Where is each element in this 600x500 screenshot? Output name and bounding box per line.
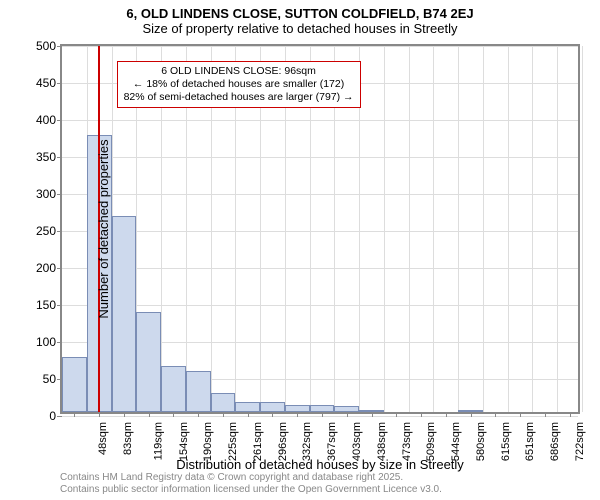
gridline-v: [409, 46, 410, 412]
x-axis-label: Distribution of detached houses by size …: [176, 457, 464, 472]
gridline-h: [62, 231, 578, 232]
x-tick-mark: [495, 412, 496, 417]
histogram-bar: [161, 366, 186, 412]
x-tick-label: 580sqm: [475, 422, 487, 461]
histogram-chart: 05010015020025030035040045050048sqm83sqm…: [60, 44, 580, 414]
x-tick-mark: [124, 412, 125, 417]
histogram-bar: [235, 402, 260, 412]
gridline-v: [433, 46, 434, 412]
footer-line-2: Contains public sector information licen…: [60, 484, 442, 496]
x-tick-mark: [347, 412, 348, 417]
gridline-v: [508, 46, 509, 412]
chart-subtitle: Size of property relative to detached ho…: [0, 21, 600, 40]
x-tick-label: 544sqm: [450, 422, 462, 461]
x-tick-label: 261sqm: [252, 422, 264, 461]
x-tick-label: 83sqm: [122, 422, 134, 455]
x-tick-mark: [99, 412, 100, 417]
x-tick-label: 332sqm: [302, 422, 314, 461]
x-tick-label: 438sqm: [376, 422, 388, 461]
x-tick-mark: [223, 412, 224, 417]
x-tick-label: 403sqm: [351, 422, 363, 461]
x-tick-mark: [248, 412, 249, 417]
footer-line-1: Contains HM Land Registry data © Crown c…: [60, 472, 442, 484]
x-tick-mark: [74, 412, 75, 417]
x-tick-label: 722sqm: [574, 422, 586, 461]
histogram-bar: [285, 405, 310, 412]
annotation-line-3: 82% of semi-detached houses are larger (…: [124, 91, 354, 104]
gridline-h: [62, 305, 578, 306]
y-tick-mark: [57, 46, 62, 47]
y-tick-mark: [57, 157, 62, 158]
x-tick-label: 686sqm: [549, 422, 561, 461]
x-tick-label: 615sqm: [500, 422, 512, 461]
x-tick-mark: [545, 412, 546, 417]
y-tick-mark: [57, 194, 62, 195]
histogram-bar: [260, 402, 285, 412]
gridline-v: [582, 46, 583, 412]
x-tick-label: 225sqm: [227, 422, 239, 461]
x-tick-mark: [421, 412, 422, 417]
y-tick-mark: [57, 268, 62, 269]
x-tick-mark: [149, 412, 150, 417]
y-tick-mark: [57, 416, 62, 417]
x-tick-mark: [471, 412, 472, 417]
annotation-box: 6 OLD LINDENS CLOSE: 96sqm← 18% of detac…: [117, 61, 361, 108]
histogram-bar: [186, 371, 211, 412]
gridline-v: [483, 46, 484, 412]
plot-area: 05010015020025030035040045050048sqm83sqm…: [62, 46, 578, 412]
y-tick-mark: [57, 305, 62, 306]
histogram-bar: [211, 393, 236, 412]
x-tick-label: 509sqm: [425, 422, 437, 461]
x-tick-label: 154sqm: [178, 422, 190, 461]
y-axis-label: Number of detached properties: [96, 139, 111, 318]
y-tick-mark: [57, 231, 62, 232]
x-tick-mark: [446, 412, 447, 417]
x-tick-label: 119sqm: [152, 422, 164, 460]
annotation-line-1: 6 OLD LINDENS CLOSE: 96sqm: [124, 65, 354, 78]
x-tick-mark: [173, 412, 174, 417]
chart-title: 6, OLD LINDENS CLOSE, SUTTON COLDFIELD, …: [0, 0, 600, 21]
histogram-bar: [136, 312, 161, 412]
gridline-v: [458, 46, 459, 412]
histogram-bar: [62, 357, 87, 413]
x-tick-mark: [570, 412, 571, 417]
gridline-h: [62, 157, 578, 158]
x-tick-label: 48sqm: [97, 422, 109, 455]
x-tick-mark: [322, 412, 323, 417]
gridline-h: [62, 120, 578, 121]
histogram-bar: [310, 405, 335, 412]
x-tick-label: 651sqm: [524, 422, 536, 461]
footer-attribution: Contains HM Land Registry data © Crown c…: [60, 472, 442, 496]
gridline-v: [384, 46, 385, 412]
x-tick-mark: [297, 412, 298, 417]
x-tick-mark: [198, 412, 199, 417]
gridline-h: [62, 416, 578, 417]
gridline-h: [62, 194, 578, 195]
x-tick-label: 367sqm: [326, 422, 338, 461]
gridline-h: [62, 46, 578, 47]
y-tick-mark: [57, 83, 62, 84]
annotation-line-2: ← 18% of detached houses are smaller (17…: [124, 78, 354, 91]
x-tick-label: 473sqm: [401, 422, 413, 461]
x-tick-mark: [272, 412, 273, 417]
gridline-h: [62, 268, 578, 269]
x-tick-label: 190sqm: [203, 422, 215, 461]
x-tick-label: 296sqm: [277, 422, 289, 461]
histogram-bar: [112, 216, 137, 412]
gridline-v: [557, 46, 558, 412]
x-tick-mark: [372, 412, 373, 417]
x-tick-mark: [396, 412, 397, 417]
x-tick-mark: [520, 412, 521, 417]
y-tick-mark: [57, 120, 62, 121]
gridline-v: [532, 46, 533, 412]
y-tick-mark: [57, 342, 62, 343]
